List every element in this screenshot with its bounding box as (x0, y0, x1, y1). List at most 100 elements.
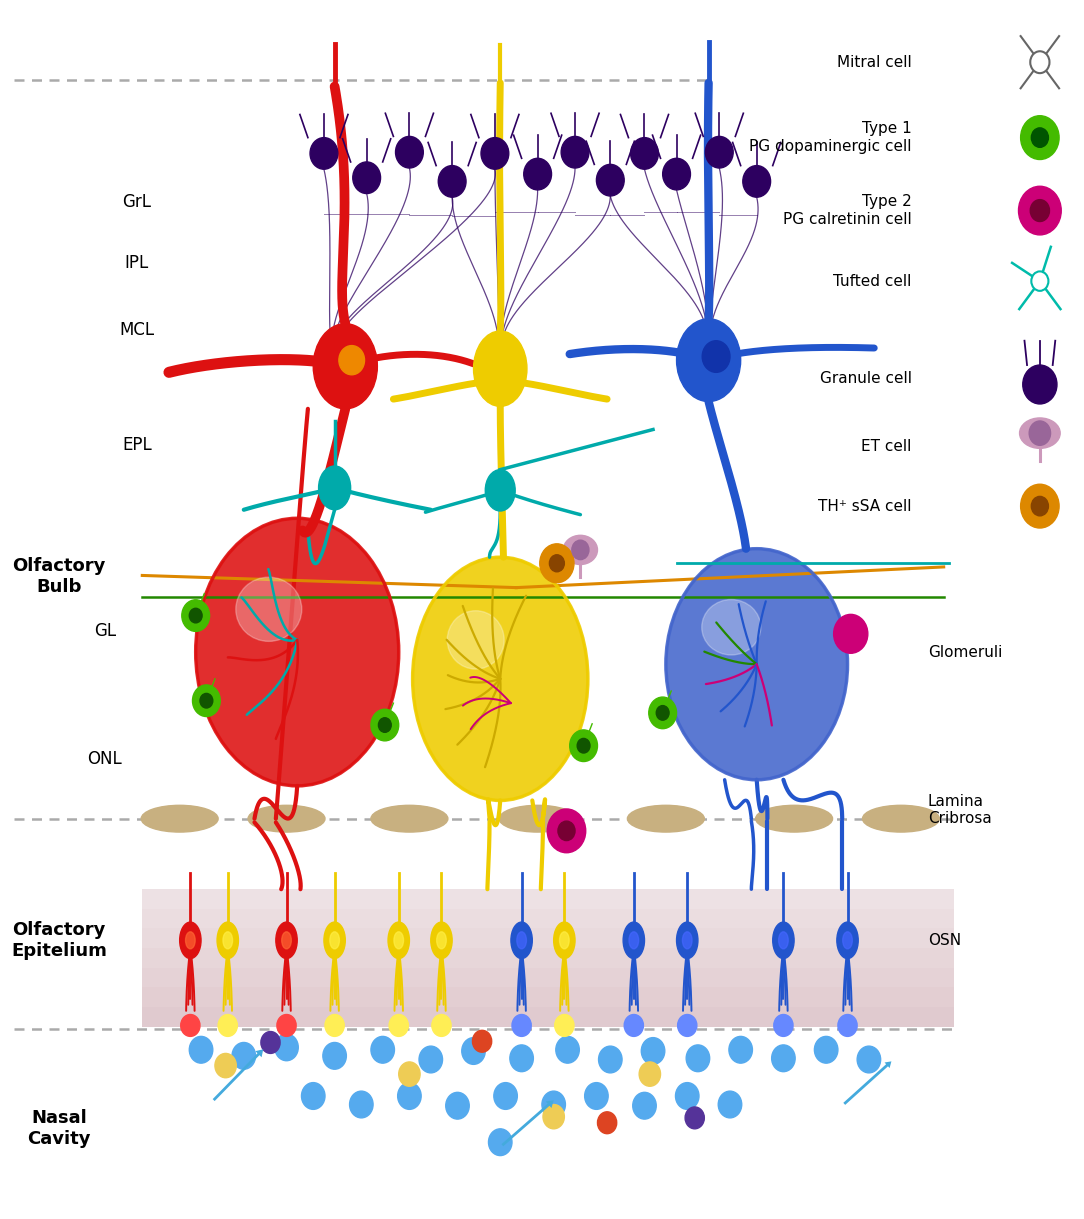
Circle shape (473, 1030, 492, 1052)
Text: Glomeruli: Glomeruli (928, 645, 1002, 659)
Ellipse shape (628, 806, 705, 833)
Ellipse shape (676, 319, 740, 401)
Circle shape (598, 1046, 622, 1073)
Ellipse shape (371, 806, 448, 833)
Circle shape (1030, 51, 1049, 73)
Ellipse shape (666, 549, 848, 780)
Ellipse shape (413, 557, 588, 801)
Circle shape (834, 614, 868, 653)
Circle shape (462, 1037, 486, 1064)
Ellipse shape (683, 931, 692, 948)
Bar (142, 929, 954, 948)
Circle shape (261, 1031, 280, 1053)
Circle shape (276, 1014, 296, 1036)
Circle shape (1023, 364, 1057, 403)
Bar (142, 987, 954, 1007)
Circle shape (509, 1045, 533, 1072)
Ellipse shape (236, 577, 301, 641)
Text: OSN: OSN (928, 933, 960, 948)
Circle shape (389, 1014, 409, 1036)
Circle shape (182, 600, 209, 631)
Text: GrL: GrL (122, 193, 152, 211)
Circle shape (543, 1104, 565, 1129)
Circle shape (1031, 128, 1048, 147)
Ellipse shape (554, 922, 575, 958)
Circle shape (597, 1112, 617, 1134)
Circle shape (512, 1014, 531, 1036)
Circle shape (556, 1036, 579, 1063)
Ellipse shape (437, 931, 447, 948)
Circle shape (656, 706, 669, 720)
Circle shape (524, 158, 552, 190)
Ellipse shape (196, 518, 399, 786)
Circle shape (371, 709, 399, 741)
Circle shape (633, 1092, 656, 1119)
Circle shape (772, 1045, 796, 1072)
Ellipse shape (499, 806, 576, 833)
Circle shape (218, 1014, 237, 1036)
Circle shape (274, 1034, 298, 1061)
Circle shape (398, 1082, 422, 1109)
Text: ET cell: ET cell (862, 439, 912, 453)
Circle shape (678, 1014, 697, 1036)
Circle shape (774, 1014, 793, 1036)
Ellipse shape (393, 931, 403, 948)
Text: Olfactory
Bulb: Olfactory Bulb (12, 557, 105, 596)
Circle shape (662, 158, 691, 190)
Circle shape (310, 138, 338, 169)
Circle shape (1029, 421, 1050, 445)
Circle shape (190, 1036, 212, 1063)
Circle shape (547, 809, 585, 853)
Circle shape (325, 1014, 345, 1036)
Ellipse shape (863, 806, 940, 833)
Ellipse shape (141, 806, 218, 833)
Circle shape (371, 1036, 395, 1063)
Circle shape (640, 1062, 660, 1086)
Circle shape (857, 1046, 880, 1073)
Circle shape (838, 1014, 857, 1036)
Circle shape (1021, 116, 1059, 160)
Ellipse shape (778, 931, 788, 948)
Circle shape (323, 1042, 347, 1069)
Ellipse shape (180, 922, 201, 958)
Circle shape (719, 1091, 741, 1118)
Text: Olfactory
Epitelium: Olfactory Epitelium (11, 920, 107, 959)
Circle shape (199, 694, 212, 708)
Ellipse shape (248, 806, 325, 833)
Text: ONL: ONL (88, 750, 122, 768)
Text: Mitral cell: Mitral cell (837, 55, 912, 69)
Circle shape (215, 1053, 236, 1078)
Circle shape (558, 822, 575, 841)
Text: EPL: EPL (122, 436, 152, 455)
Ellipse shape (564, 535, 597, 564)
Ellipse shape (319, 466, 350, 510)
Circle shape (1030, 200, 1049, 222)
Circle shape (349, 1091, 373, 1118)
Circle shape (596, 165, 624, 196)
Ellipse shape (223, 931, 233, 948)
Text: Lamina
Cribrosa: Lamina Cribrosa (928, 794, 992, 826)
Circle shape (1019, 187, 1061, 235)
Circle shape (193, 685, 220, 717)
Bar (142, 1007, 954, 1026)
Circle shape (431, 1014, 451, 1036)
Circle shape (706, 137, 733, 168)
Circle shape (399, 1062, 421, 1086)
Circle shape (181, 1014, 199, 1036)
Bar (142, 909, 954, 929)
Circle shape (438, 166, 466, 197)
Ellipse shape (837, 922, 859, 958)
Text: Granule cell: Granule cell (820, 371, 912, 386)
Bar (142, 889, 954, 909)
Text: Tufted cell: Tufted cell (834, 273, 912, 289)
Circle shape (446, 1092, 469, 1119)
Text: Nasal
Cavity: Nasal Cavity (27, 1109, 91, 1148)
Circle shape (481, 138, 508, 169)
Circle shape (1031, 496, 1048, 516)
Circle shape (814, 1036, 838, 1063)
Text: IPL: IPL (125, 254, 150, 272)
Ellipse shape (474, 332, 527, 406)
Ellipse shape (324, 922, 346, 958)
Text: GL: GL (94, 623, 116, 640)
Text: Type 2
PG calretinin cell: Type 2 PG calretinin cell (783, 194, 912, 227)
